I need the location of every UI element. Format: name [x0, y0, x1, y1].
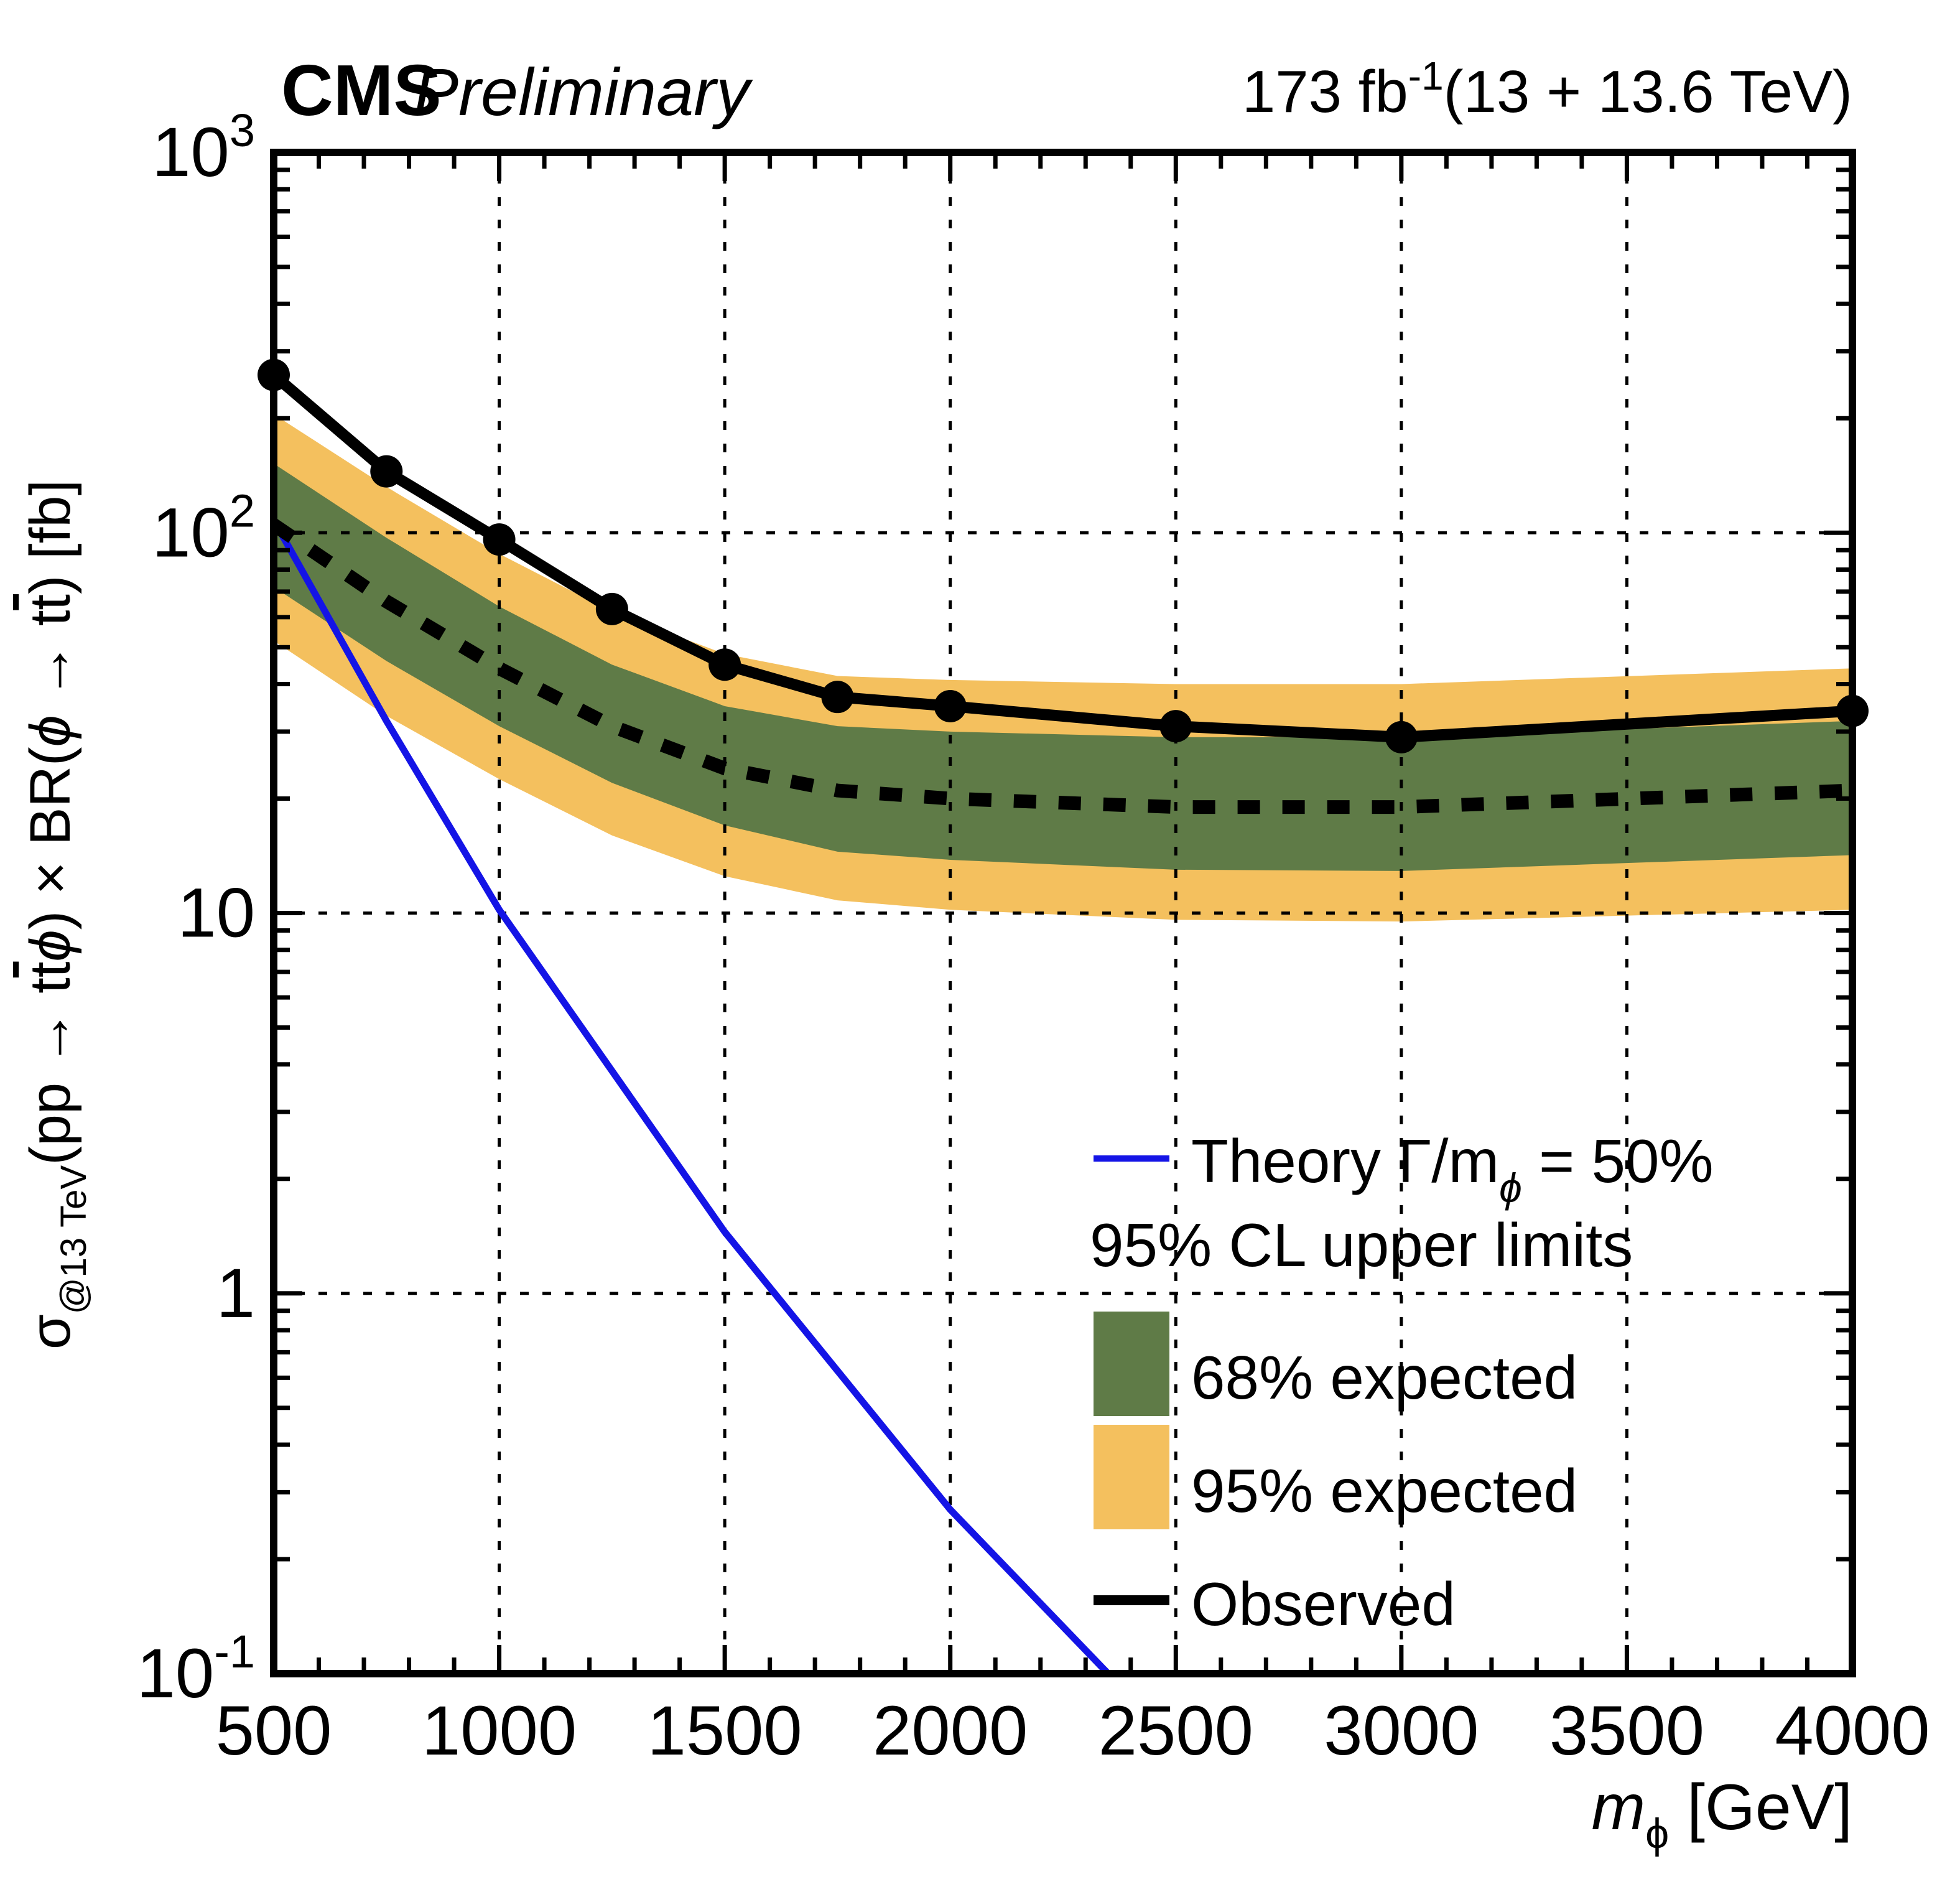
lumi-exponent: -1 [1408, 54, 1444, 98]
legend: Theory Γ/mϕ = 50% 95% CL upper limits 68… [1090, 1127, 1714, 1638]
y-axis-title: σ@13 TeV(pp → ttϕ) × BR(ϕ → tt) [fb] [19, 480, 94, 1350]
legend-cl-note: 95% CL upper limits [1090, 1211, 1633, 1279]
x-tick-label: 500 [216, 1692, 332, 1769]
x-tick-label: 2000 [873, 1692, 1028, 1769]
y-tick-label: 102 [152, 485, 255, 571]
theory-curve [271, 518, 1111, 1676]
energy-value: (13 + 13.6 TeV) [1444, 58, 1852, 125]
x-tick-label: 3000 [1324, 1692, 1479, 1769]
x-tick-label: 4000 [1775, 1692, 1930, 1769]
x-axis-title-m: m [1591, 1771, 1645, 1844]
axis-ticks [271, 150, 1855, 1676]
lumi-energy-label: 173 fb-1(13 + 13.6 TeV) [1242, 54, 1852, 125]
y-tick-label: 10 [177, 874, 255, 952]
limit-curves [269, 370, 1853, 1676]
legend-theory-label: Theory Γ/mϕ = 50% [1191, 1127, 1714, 1211]
legend-68-label: 68% expected [1191, 1343, 1577, 1412]
x-tick-label: 2500 [1098, 1692, 1253, 1769]
x-axis-title-sub: ϕ [1645, 1810, 1669, 1857]
legend-swatch-95 [1094, 1425, 1169, 1529]
observed-point [370, 455, 403, 488]
y-tick-label: 10-1 [137, 1626, 255, 1712]
x-tick-label: 1000 [422, 1692, 577, 1769]
legend-theory-text: Theory Γ/m [1191, 1127, 1499, 1195]
observed-point [1385, 720, 1418, 753]
observed-point [934, 689, 967, 722]
x-axis-title-unit: [GeV] [1669, 1771, 1852, 1844]
expected-median-curve [269, 519, 1853, 814]
x-tick-label: 1500 [648, 1692, 802, 1769]
preliminary-label: Preliminary [414, 54, 753, 129]
y-tick-label: 103 [152, 105, 255, 191]
legend-observed-label: Observed [1191, 1570, 1456, 1638]
legend-95-label: 95% expected [1191, 1457, 1577, 1525]
cms-label: CMS [281, 50, 442, 131]
observed-point [708, 648, 741, 681]
expected-bands [274, 414, 1852, 922]
y-axis-title-text: σ@13 TeV(pp → ttϕ) × BR(ϕ → tt) [fb] [19, 480, 94, 1350]
observed-point [595, 592, 628, 625]
legend-swatch-68 [1094, 1312, 1169, 1416]
observed-curve [270, 370, 1853, 743]
lumi-value: 173 fb [1242, 58, 1408, 125]
observed-point [821, 681, 854, 714]
band-68-expected [274, 464, 1852, 871]
legend-theory-sub: ϕ [1499, 1165, 1522, 1211]
x-axis-title: mϕ [GeV] [1591, 1771, 1852, 1857]
observed-point [1159, 710, 1192, 743]
observed-point [483, 523, 516, 556]
legend-theory-value: = 50% [1522, 1127, 1714, 1195]
x-tick-labels: 500 1000 1500 2000 2500 3000 3500 4000 [216, 1692, 1930, 1769]
y-tick-label: 1 [216, 1254, 255, 1332]
x-tick-label: 3500 [1549, 1692, 1704, 1769]
gridlines [274, 152, 1852, 1674]
